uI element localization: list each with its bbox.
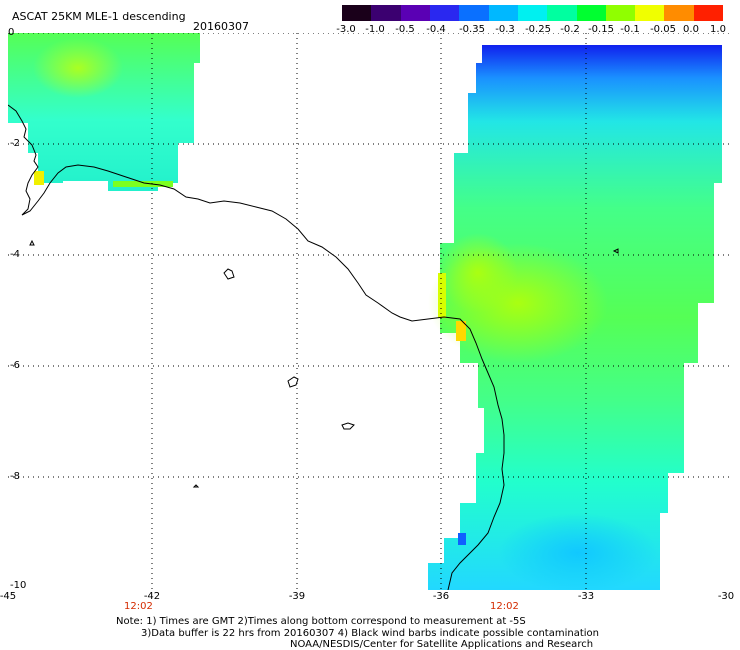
lat-tick-label: 0 [8,27,15,38]
map-title: ASCAT 25KM MLE-1 descending [12,10,186,23]
colorbar-tick: -0.25 [525,24,551,35]
colorbar-swatch [459,5,489,21]
colorbar-swatch [488,5,518,21]
map-date: 20160307 [193,20,249,33]
footnote-line-2: 3)Data buffer is 22 hrs from 20160307 4)… [141,628,599,639]
wind-swath-east [428,45,722,590]
colorbar-swatch [635,5,665,21]
colorbar-swatch [342,5,372,21]
lat-lon-grid [8,33,730,590]
footnote-line-1: Note: 1) Times are GMT 2)Times along bot… [116,616,526,627]
colorbar-swatch [371,5,401,21]
lat-tick-label: -6 [10,360,20,371]
lon-tick-label: -33 [577,591,595,602]
colorbar-tick: 0.0 [683,24,699,35]
colorbar-tick: -3.0 [336,24,356,35]
colorbar-swatch [400,5,430,21]
colorbar [342,5,724,21]
footnote-line-3: NOAA/NESDIS/Center for Satellite Applica… [290,639,594,650]
lon-tick-label: -36 [432,591,450,602]
colorbar-tick: 1.0 [710,24,726,35]
colorbar-tick: -0.4 [426,24,446,35]
time-label: 12:02 [490,601,519,612]
colorbar-swatch [693,5,724,21]
colorbar-swatch [517,5,548,21]
lon-tick-label: -45 [0,591,17,602]
lat-tick-label: -4 [10,249,20,260]
colorbar-swatch [605,5,636,21]
colorbar-swatch [547,5,577,21]
wind-swath-northwest [8,33,200,191]
map-plot [8,33,730,590]
colorbar-tick: -0.15 [588,24,614,35]
colorbar-tick: -0.05 [650,24,676,35]
lon-tick-label: -30 [717,591,735,602]
colorbar-tick: -0.3 [495,24,515,35]
colorbar-tick: -0.2 [560,24,580,35]
lat-tick-label: -8 [10,471,20,482]
colorbar-tick: -1.0 [365,24,385,35]
colorbar-swatch [664,5,694,21]
lon-tick-label: -42 [143,591,161,602]
coastline [8,104,619,590]
lon-tick-label: -39 [288,591,306,602]
colorbar-swatch [429,5,460,21]
colorbar-tick: -0.1 [620,24,640,35]
lat-tick-label: -2 [10,138,20,149]
time-label: 12:02 [124,601,153,612]
colorbar-tick: -0.5 [395,24,415,35]
lat-tick-label: -10 [10,580,27,591]
colorbar-tick: -0.35 [459,24,485,35]
colorbar-swatch [576,5,606,21]
